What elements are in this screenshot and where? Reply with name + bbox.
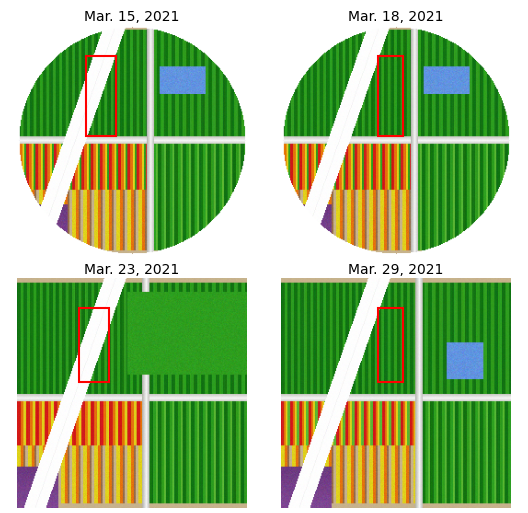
Title: Mar. 18, 2021: Mar. 18, 2021 — [348, 10, 444, 25]
Bar — [378, 308, 403, 382]
Bar — [86, 55, 116, 136]
Title: Mar. 29, 2021: Mar. 29, 2021 — [348, 263, 444, 277]
Bar — [378, 55, 403, 136]
Title: Mar. 15, 2021: Mar. 15, 2021 — [84, 10, 180, 25]
Bar — [79, 308, 109, 382]
Title: Mar. 23, 2021: Mar. 23, 2021 — [84, 263, 180, 277]
